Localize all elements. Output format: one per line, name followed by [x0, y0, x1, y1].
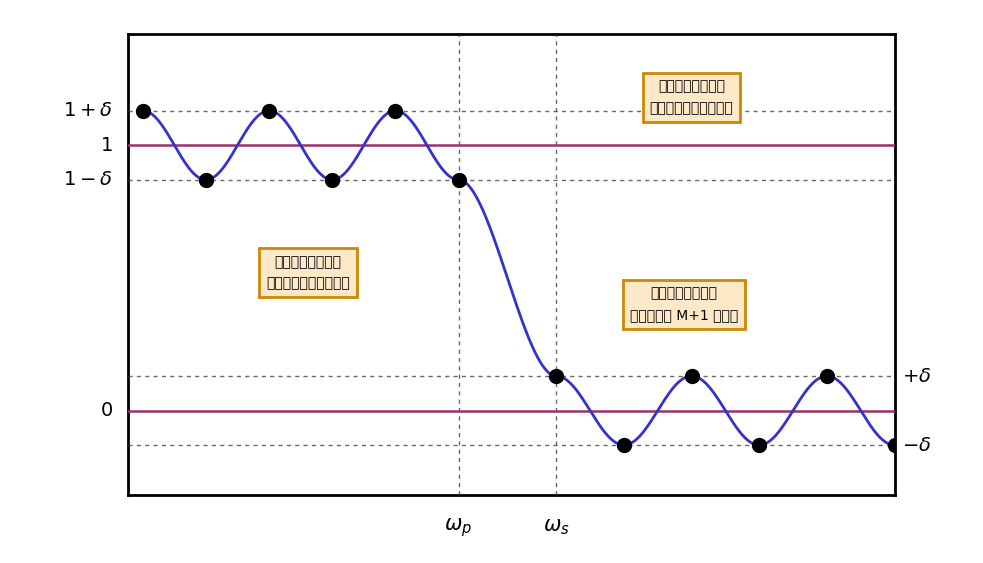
Point — [324, 175, 340, 184]
Point — [684, 372, 700, 381]
Point — [751, 440, 767, 449]
Text: 誤差関数の極値の
符号が正負を繰り返す: 誤差関数の極値の 符号が正負を繰り返す — [266, 254, 350, 291]
Text: $\omega_p$: $\omega_p$ — [444, 517, 473, 539]
Text: $-\delta$: $-\delta$ — [902, 436, 932, 454]
Text: $1+\delta$: $1+\delta$ — [63, 101, 113, 120]
Text: $1$: $1$ — [100, 136, 113, 155]
Point — [261, 106, 277, 115]
Text: $+\delta$: $+\delta$ — [902, 367, 932, 386]
Point — [387, 106, 403, 115]
Point — [135, 106, 150, 115]
Point — [819, 372, 835, 381]
Text: $0$: $0$ — [100, 401, 113, 420]
Text: $1-\delta$: $1-\delta$ — [63, 170, 113, 189]
Point — [549, 372, 564, 381]
Text: $\omega_s$: $\omega_s$ — [543, 517, 570, 537]
Text: 誤差関数の極値の
絶対値がすべて等しい: 誤差関数の極値の 絶対値がすべて等しい — [650, 79, 733, 115]
Point — [887, 440, 902, 449]
Point — [616, 440, 632, 449]
Text: 誤差関数の符号が
少なくとも M+1 回変化: 誤差関数の符号が 少なくとも M+1 回変化 — [630, 287, 738, 322]
Point — [199, 175, 214, 184]
Point — [450, 175, 466, 184]
